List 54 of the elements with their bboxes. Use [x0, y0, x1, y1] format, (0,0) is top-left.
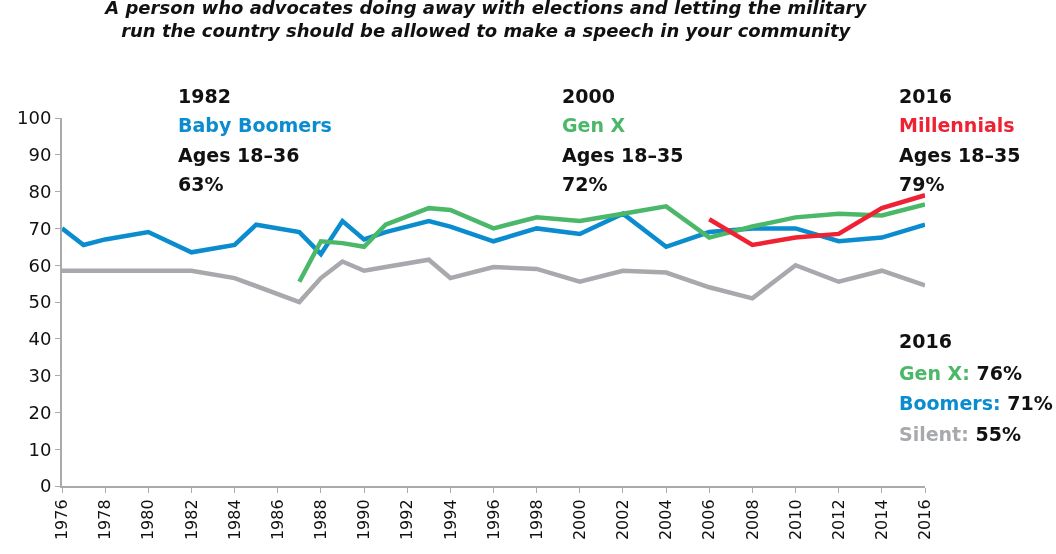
x-tick-label: 2016	[915, 499, 935, 541]
x-tick-label: 2010	[785, 499, 805, 541]
annotation: Gen X	[562, 114, 626, 136]
text: 1982	[178, 85, 231, 107]
y-tick-label: 40	[28, 328, 52, 350]
annotation: Ages 18–35	[562, 144, 684, 166]
annotation: Boomers:	[899, 392, 1001, 414]
x-tick-label: 1984	[224, 499, 244, 541]
y-tick-label: 50	[28, 291, 52, 313]
annotation: Ages 18–36	[178, 144, 300, 166]
x-tick-label: 1998	[526, 499, 546, 541]
annotation: 79%	[899, 173, 945, 195]
text: 76%	[976, 362, 1022, 384]
y-tick-label: 0	[39, 475, 52, 497]
annotation: Gen X:	[899, 362, 970, 384]
y-tick-label: 90	[28, 144, 52, 166]
x-tick-label: 2000	[570, 499, 589, 541]
y-tick-label: 70	[28, 217, 52, 239]
y-tick-label: 100	[17, 107, 52, 129]
x-tick-label: 2002	[613, 499, 633, 541]
annotation: 2016	[899, 330, 952, 352]
annotation: Millennials	[899, 114, 1015, 136]
chart-title: A person who advocates doing away with elections and letting the military run the country should be allowed to make a speech in your community	[103, 0, 868, 42]
x-tick-label: 1994	[440, 499, 460, 541]
annotation: Baby Boomers	[178, 114, 332, 136]
x-tick-label: 2014	[872, 499, 892, 541]
annotation: Silent:	[899, 423, 969, 445]
x-tick-label: 1988	[311, 499, 331, 541]
line-series	[707, 193, 925, 248]
y-tick-label: 30	[28, 364, 52, 386]
x-tick-label: 2004	[656, 499, 676, 541]
x-tick-label: 2012	[828, 499, 848, 541]
text: 2000	[562, 85, 615, 107]
y-tick-label: 60	[28, 254, 52, 276]
y-tick-label: 10	[28, 438, 52, 460]
x-tick-label: 1990	[354, 499, 374, 541]
line-series	[297, 202, 925, 285]
x-tick-label: 1982	[181, 499, 201, 541]
x-tick-label: 1978	[95, 499, 115, 541]
x-tick-label: 2006	[699, 499, 719, 541]
annotation: 72%	[562, 173, 608, 195]
y-tick-label: 20	[28, 401, 52, 423]
x-tick-label: 1986	[267, 499, 287, 541]
text: 2016	[899, 85, 952, 107]
annotation: 63%	[178, 173, 224, 195]
x-tick-label: 1992	[397, 499, 417, 541]
y-tick-label: 80	[28, 180, 52, 202]
x-tick-label: 2008	[742, 499, 762, 541]
text: 55%	[975, 423, 1021, 445]
annotation: Ages 18–35	[899, 144, 1021, 166]
x-tick-label: 1980	[138, 499, 158, 541]
text: 71%	[1007, 392, 1053, 414]
x-tick-label: 1996	[483, 499, 503, 541]
x-tick-label: 1976	[52, 499, 72, 541]
